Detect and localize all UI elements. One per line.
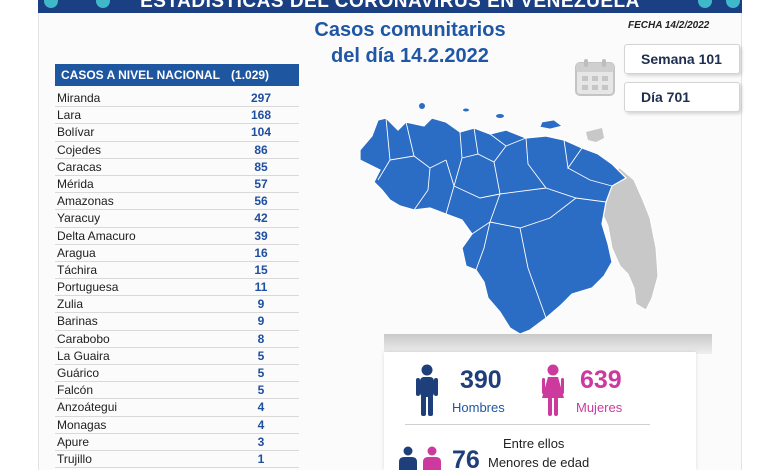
table-row: Trujillo 1: [55, 451, 299, 469]
state-name: Zulia: [57, 297, 84, 312]
state-cases: 9: [257, 297, 265, 312]
state-name: Trujillo: [57, 451, 92, 466]
calendar-icon: [575, 59, 615, 96]
table-row: Caracas 85: [55, 159, 299, 176]
virus-icon: [96, 0, 110, 8]
table-row: Amazonas 56: [55, 193, 299, 211]
banner-title: ESTADÍSTICAS DEL CORONAVIRUS EN VENEZUEL…: [140, 0, 640, 12]
stats-divider: [405, 424, 650, 425]
men-label: Hombres: [452, 400, 505, 415]
page-title: Casos comunitarios del día 14.2.2022: [290, 17, 530, 69]
state-name: Amazonas: [57, 194, 114, 209]
table-row: Apure 3: [55, 434, 299, 451]
state-cases: 16: [254, 245, 268, 260]
state-name: Aragua: [57, 245, 96, 260]
table-row: Falcón 5: [55, 382, 299, 400]
table-row: Aragua 16: [55, 245, 299, 262]
top-banner: ESTADÍSTICAS DEL CORONAVIRUS EN VENEZUEL…: [38, 0, 742, 13]
state-name: Cojedes: [57, 142, 102, 157]
virus-icon: [698, 0, 712, 8]
cases-table: Miranda 297 Lara 168 Bolívar 104 Cojedes 86 Cara…: [55, 90, 299, 469]
table-row: Portuguesa 11: [55, 279, 299, 297]
state-cases: 56: [254, 194, 268, 209]
table-row: Guárico 5: [55, 365, 299, 383]
state-name: Delta Amacuro: [57, 228, 136, 243]
day-badge: Día 701: [624, 82, 740, 112]
state-name: Mérida: [57, 176, 94, 191]
state-cases: 5: [257, 383, 265, 398]
state-cases: 168: [250, 108, 272, 123]
virus-icon: [726, 0, 740, 8]
state-name: Apure: [57, 434, 90, 449]
national-cases-header: CASOS A NIVEL NACIONAL (1.029): [55, 64, 299, 86]
state-name: Miranda: [57, 91, 101, 105]
report-date: FECHA 14/2/2022: [628, 20, 710, 31]
woman-icon: [542, 364, 564, 416]
minors-count: 76: [452, 446, 480, 470]
between-label: Entre ellos: [503, 436, 565, 451]
state-name: Yaracuy: [57, 211, 101, 226]
state-cases: 9: [257, 314, 265, 329]
table-row: Táchira 15: [55, 262, 299, 280]
state-cases: 4: [257, 417, 265, 432]
state-name: La Guaira: [57, 348, 110, 363]
table-row: Yaracuy 42: [55, 210, 299, 228]
table-row: Cojedes 86: [55, 142, 299, 159]
state-name: Bolívar: [57, 125, 95, 140]
men-count: 390: [460, 366, 502, 394]
state-name: Carabobo: [57, 331, 110, 346]
state-cases: 57: [254, 176, 268, 191]
state-name: Barinas: [57, 314, 98, 329]
state-cases: 42: [254, 211, 268, 226]
state-cases: 85: [254, 159, 268, 174]
table-row: Zulia 9: [55, 296, 299, 314]
man-icon: [399, 446, 417, 470]
table-row: Mérida 57: [55, 176, 299, 194]
table-row: Barinas 9: [55, 313, 299, 331]
table-row: Lara 168: [55, 107, 299, 125]
state-cases: 4: [257, 400, 265, 415]
table-row: Delta Amacuro 39: [55, 228, 299, 245]
state-name: Falcón: [57, 383, 94, 398]
state-name: Guárico: [57, 366, 100, 380]
women-count: 639: [580, 366, 622, 394]
state-name: Lara: [57, 108, 82, 123]
state-cases: 104: [250, 125, 272, 140]
table-row: Carabobo 8: [55, 331, 299, 348]
national-cases-heading: CASOS A NIVEL NACIONAL: [61, 68, 220, 82]
state-name: Monagas: [57, 417, 107, 432]
table-row: La Guaira 5: [55, 348, 299, 365]
table-row: Monagas 4: [55, 417, 299, 434]
stats-shadow: [384, 334, 712, 354]
state-name: Anzoátegui: [57, 400, 118, 415]
state-cases: 11: [254, 280, 268, 295]
title-line-2: del día 14.2.2022: [331, 45, 489, 67]
state-cases: 15: [254, 262, 268, 277]
state-name: Portuguesa: [57, 280, 119, 295]
virus-icon: [44, 0, 58, 8]
woman-icon: [423, 446, 441, 470]
national-cases-total: (1.029): [231, 68, 270, 82]
table-row: Bolívar 104: [55, 124, 299, 142]
week-badge: Semana 101: [624, 44, 740, 74]
state-cases: 1: [257, 451, 265, 466]
state-cases: 5: [257, 366, 265, 380]
state-name: Táchira: [57, 262, 98, 277]
state-cases: 8: [257, 331, 265, 346]
state-cases: 39: [254, 228, 268, 243]
minors-label: Menores de edad: [488, 455, 590, 470]
women-label: Mujeres: [576, 400, 623, 415]
state-cases: 3: [257, 434, 265, 449]
state-cases: 86: [254, 142, 268, 157]
state-cases: 5: [257, 348, 265, 363]
state-name: Caracas: [57, 159, 102, 174]
man-icon: [416, 364, 438, 416]
venezuela-map: [359, 103, 659, 334]
table-row: Miranda 297: [55, 90, 299, 108]
state-cases: 297: [250, 91, 272, 105]
title-line-1: Casos comunitarios: [314, 19, 506, 41]
table-row: Anzoátegui 4: [55, 399, 299, 417]
